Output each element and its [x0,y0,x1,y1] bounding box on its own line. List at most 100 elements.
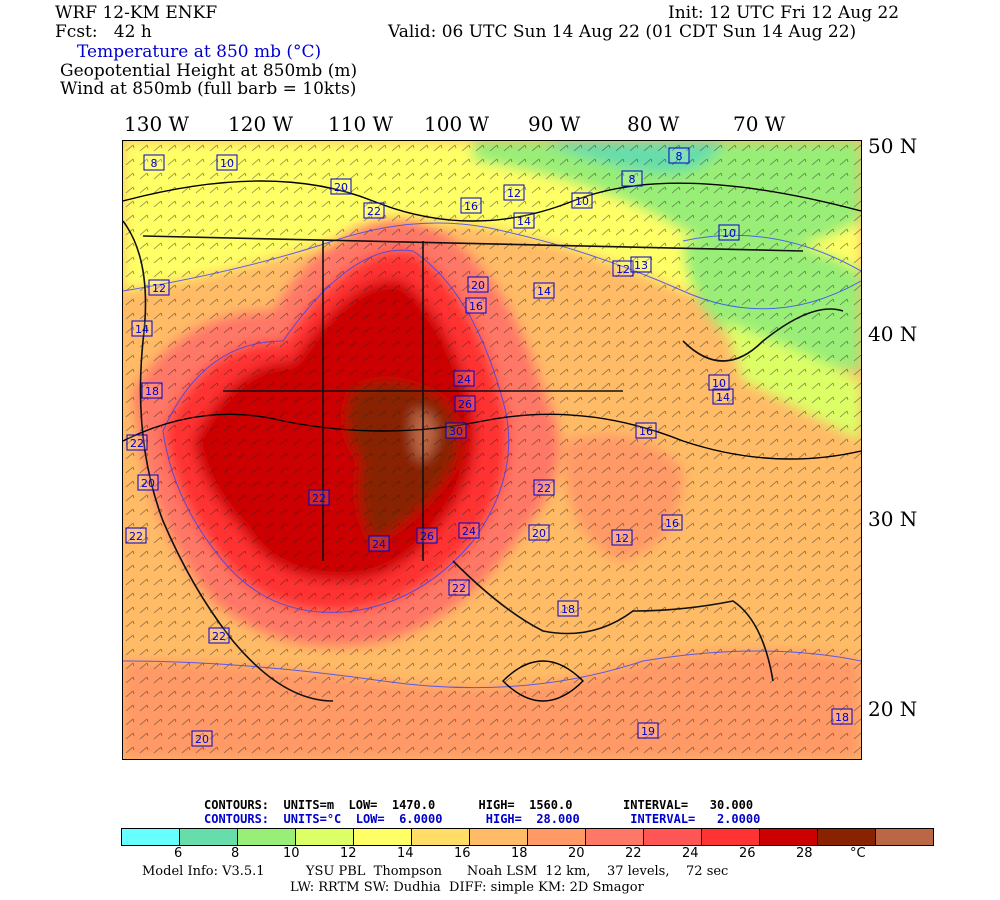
lon-label: 70 W [733,112,786,136]
model-physics: LW: RRTM SW: Dudhia DIFF: simple KM: 2D … [290,880,644,895]
lon-label: 100 W [424,112,490,136]
contour-label-box [141,382,163,399]
colorbar-swatch [528,829,586,845]
contour-label: 16 [639,425,653,438]
colorbar [121,828,934,846]
contour-label: 12 [152,282,166,295]
contour-label-box [131,320,153,337]
contour-label-box [125,527,147,544]
colorbar-swatch [354,829,412,845]
model-info: Model Info: V3.5.1 YSU PBL Thompson Noah… [142,864,729,879]
contour-label: 12 [507,187,521,200]
contour-label: 10 [722,227,736,240]
contour-label: 14 [716,391,730,404]
colorbar-label: 14 [397,846,414,861]
contour-label: 26 [420,530,434,543]
colorbar-swatch [702,829,760,845]
contour-label-box [368,535,390,552]
contour-label-box [363,202,385,219]
contour-label: 19 [641,725,655,738]
contour-label-box [712,388,734,405]
contour-label-box [445,422,467,439]
lon-label: 80 W [627,112,680,136]
colorbar-label: 12 [340,846,357,861]
contour-label: 24 [462,525,476,538]
contour-label: 22 [129,530,143,543]
contour-label: 20 [141,477,155,490]
contour-label: 18 [145,385,159,398]
contour-label-box [635,422,657,439]
colorbar-swatch [412,829,470,845]
colorbar-label: 18 [511,846,528,861]
field-wind: Wind at 850mb (full barb = 10kts) [60,79,357,99]
lon-label: 130 W [124,112,190,136]
lat-label: 50 N [868,134,918,158]
valid-time: Valid: 06 UTC Sun 14 Aug 22 (01 CDT Sun … [388,22,857,42]
contour-label: 10 [712,377,726,390]
geopotential-contours [123,180,861,702]
contour-label-box [513,212,535,229]
contour-label: 22 [130,437,144,450]
contour-label-box [557,600,579,617]
contour-label: 22 [452,582,466,595]
contour-label-box [831,708,853,725]
contour-label-box [571,192,593,209]
contour-label: 18 [561,603,575,616]
contour-label-box [330,178,352,195]
contour-label-box [612,260,634,277]
contour-label-box [454,395,476,412]
colorbar-label: 10 [283,846,300,861]
colorbar-swatch [122,829,180,845]
contour-label-box [533,282,555,299]
colorbar-label: 26 [739,846,756,861]
coastlines-borders [123,220,844,702]
contour-label-box [533,479,555,496]
init-time: Init: 12 UTC Fri 12 Aug 22 [668,3,900,23]
contour-label: 20 [334,181,348,194]
lat-label: 30 N [868,507,918,531]
contour-label-box [611,529,633,546]
contour-label-box [143,154,165,171]
model-title: WRF 12-KM ENKF [55,3,218,23]
lon-label: 120 W [228,112,294,136]
contour-label-box [458,522,480,539]
contour-label-box [308,489,330,506]
contour-label-box [630,256,652,273]
contour-label: 30 [449,425,463,438]
contour-label: 22 [312,492,326,505]
lon-label: 90 W [528,112,581,136]
colorbar-label: 16 [454,846,471,861]
colorbar-swatch [586,829,644,845]
contour-label-box [528,524,550,541]
contour-label: 16 [469,300,483,313]
contour-label: 18 [835,711,849,724]
contour-label-box [416,527,438,544]
contour-label: 22 [537,482,551,495]
contour-label-box [126,434,148,451]
contour-label-box [467,276,489,293]
colorbar-units: °C [850,846,866,861]
temperature-map: 8 10 20 22 16 12 14 10 8 8 10 12 20 14 13 12 14 16 18 24 26 3… [122,140,862,760]
contour-label-box [621,170,643,187]
lat-label: 20 N [868,697,918,721]
contour-label: 8 [151,157,158,170]
colorbar-label: 20 [568,846,585,861]
colorbar-label: 24 [682,846,699,861]
contour-label: 12 [616,263,630,276]
colorbar-swatch [180,829,238,845]
colorbar-swatch [238,829,296,845]
contour-label-box [661,514,683,531]
lat-label: 40 N [868,322,918,346]
contour-label: 24 [372,538,386,551]
contour-label: 16 [464,200,478,213]
field-height: Geopotential Height at 850mb (m) [60,61,358,81]
wind-barbs [123,141,861,759]
colorbar-swatch [760,829,818,845]
colorbar-swatch [296,829,354,845]
contour-label: 14 [135,323,149,336]
contour-label-box [668,147,690,164]
contour-label: 14 [517,215,531,228]
colorbar-swatch [470,829,528,845]
